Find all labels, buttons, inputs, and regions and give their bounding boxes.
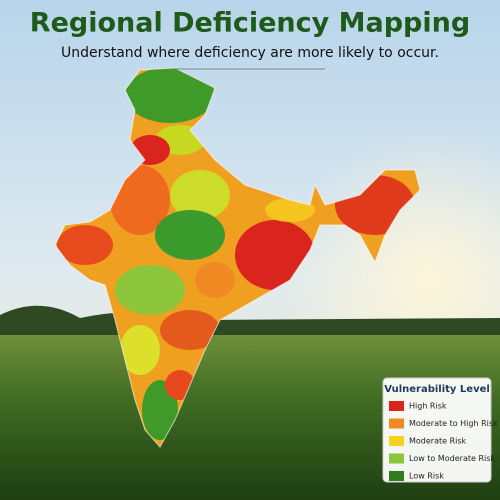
legend-swatch: [389, 401, 404, 411]
title: Regional Deficiency Mapping: [30, 8, 470, 39]
subtitle: Understand where deficiency are more lik…: [61, 45, 439, 61]
map-region: [160, 310, 220, 350]
map-region: [115, 265, 185, 315]
map-region: [170, 170, 230, 220]
legend-swatch: [389, 471, 404, 481]
map-region: [195, 262, 235, 298]
legend-swatch: [389, 453, 404, 464]
legend: Vulnerability Level High Risk Moderate to…: [382, 377, 498, 483]
map-region: [57, 225, 113, 265]
map-region: [120, 325, 160, 375]
legend-title: Vulnerability Level: [384, 384, 490, 395]
map-region: [265, 198, 315, 222]
legend-box: [382, 377, 492, 483]
map-region: [110, 165, 170, 235]
legend-swatch: [389, 418, 404, 429]
map-outline: [54, 67, 421, 448]
map-region: [125, 68, 215, 123]
legend-label: High Risk: [409, 402, 447, 411]
legend-label: Moderate Risk: [409, 437, 467, 446]
legend-swatch: [389, 436, 404, 446]
map-region: [155, 210, 225, 260]
legend-label: Moderate to High Risk: [409, 419, 498, 428]
legend-label: Low to Moderate Risk: [409, 454, 495, 463]
legend-label: Low Risk: [409, 472, 444, 481]
